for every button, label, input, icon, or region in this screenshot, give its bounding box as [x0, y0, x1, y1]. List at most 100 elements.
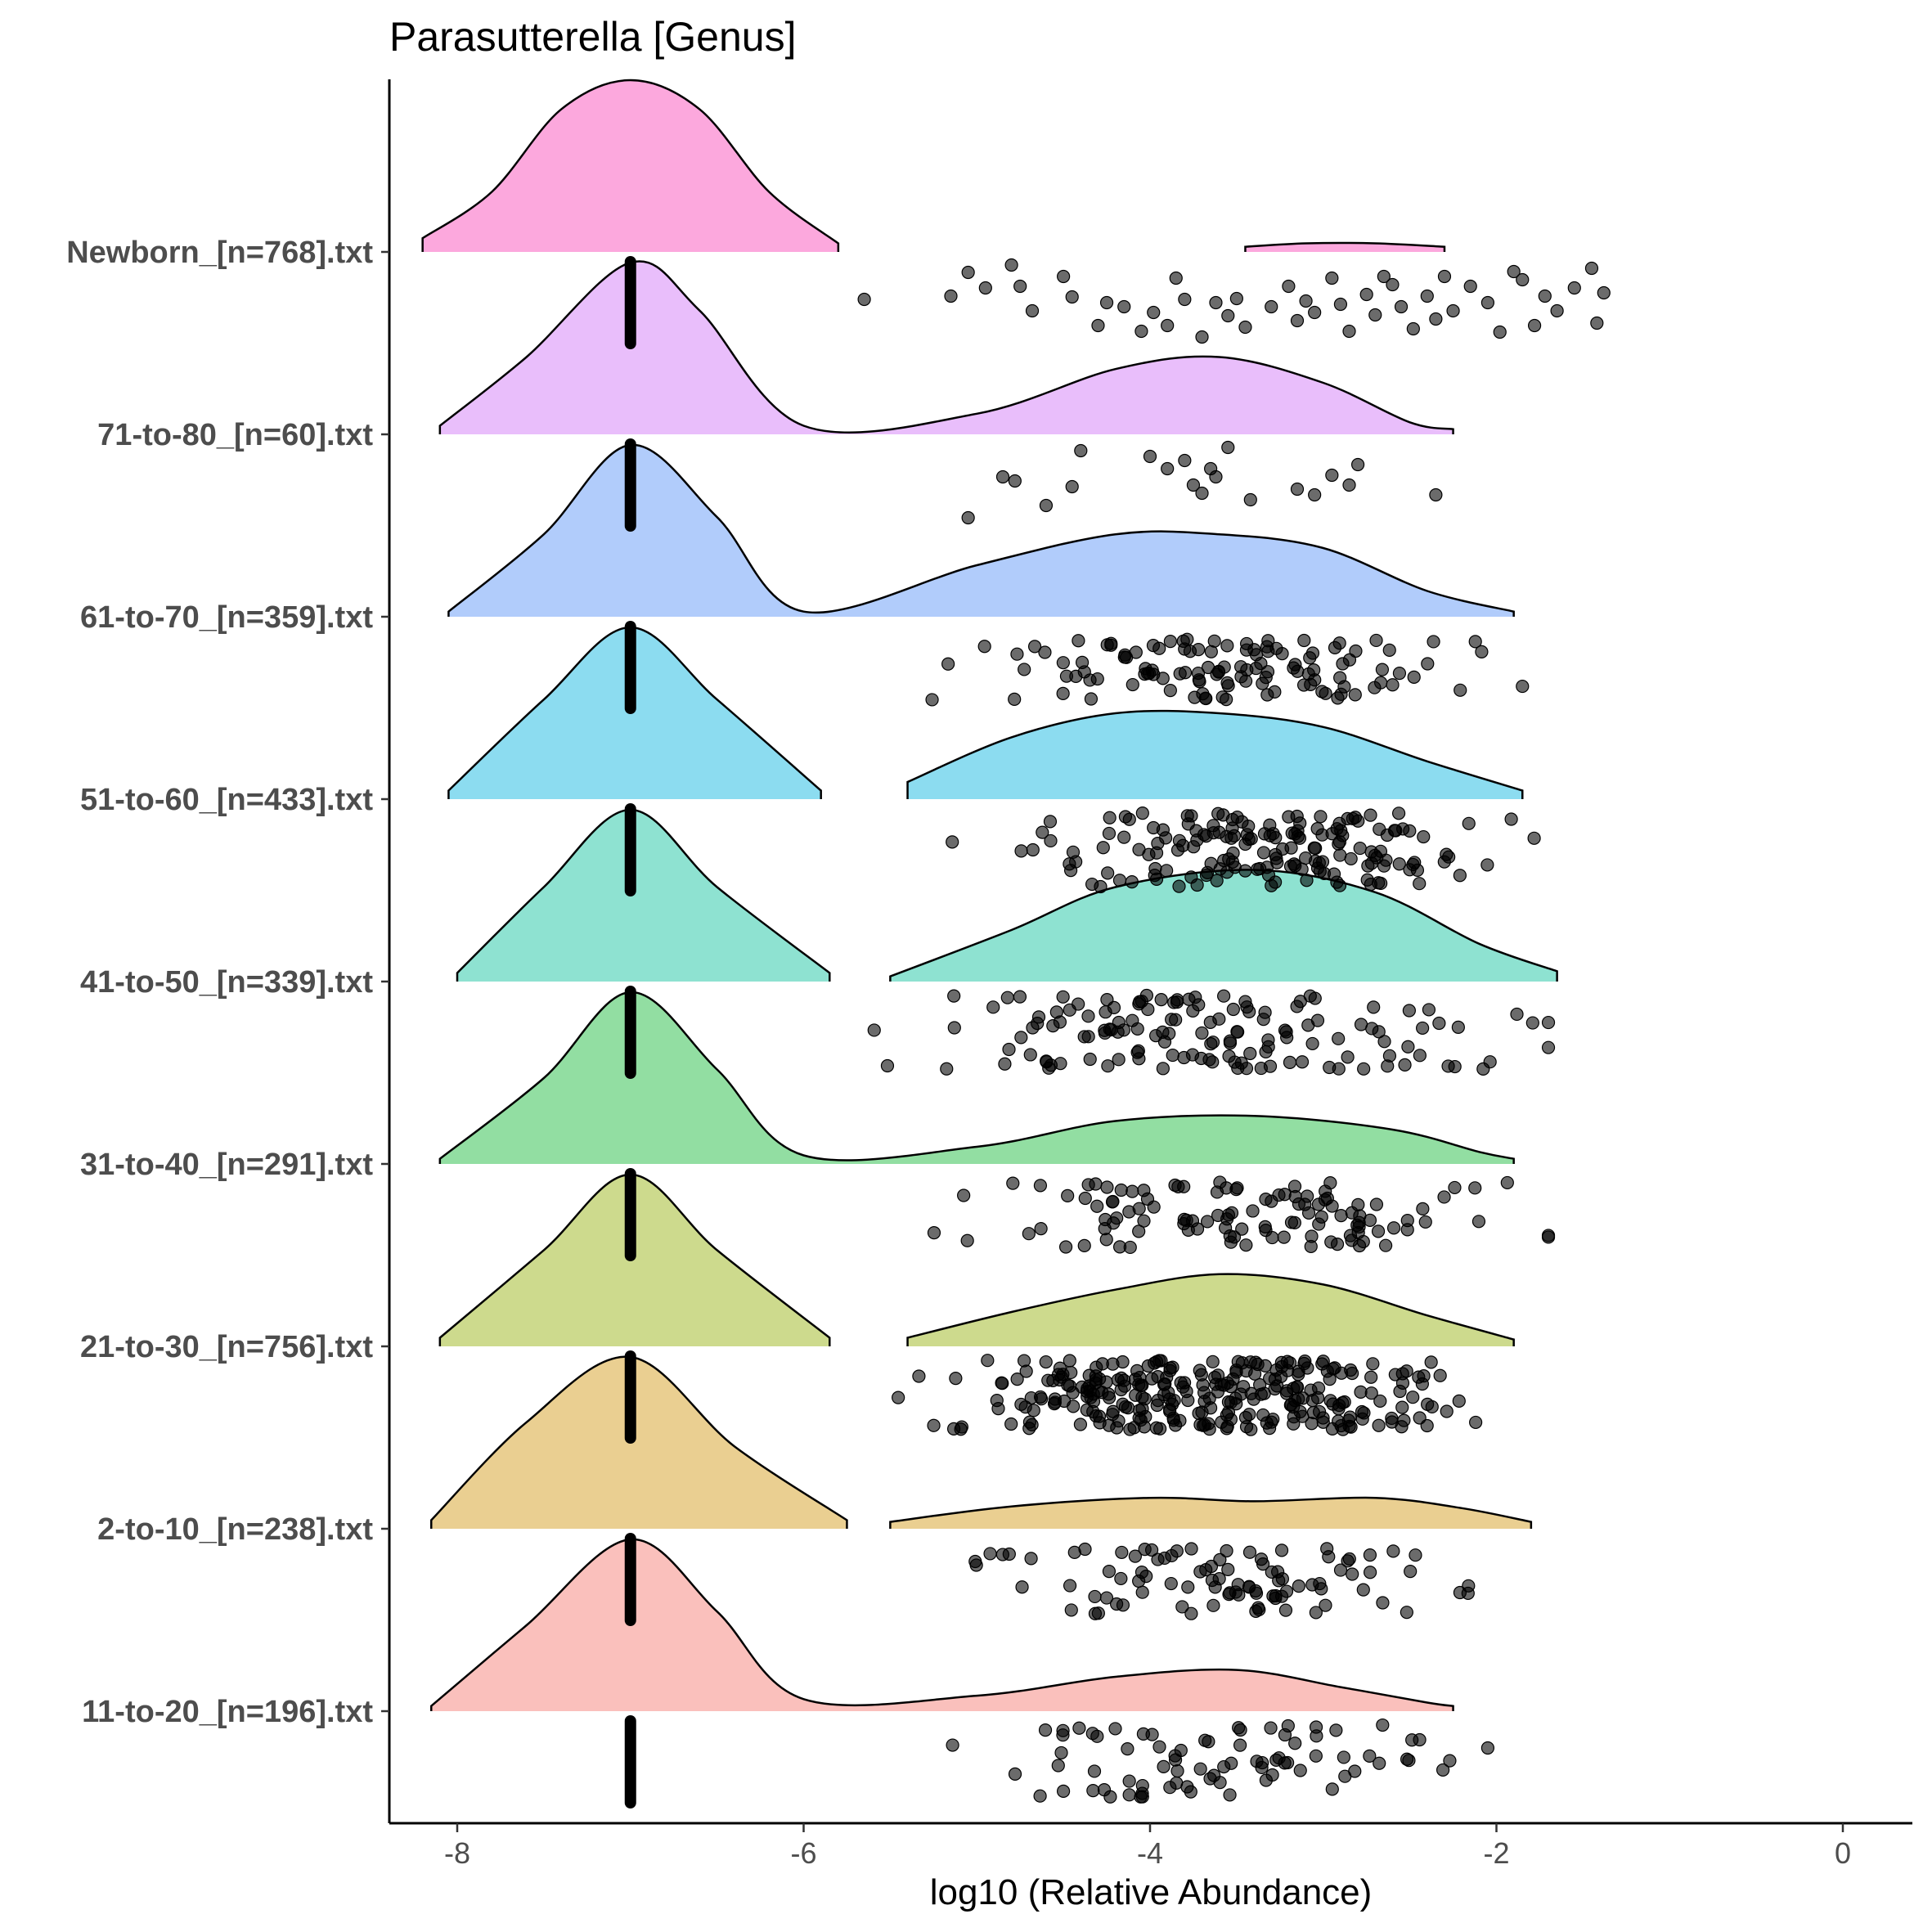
data-point	[1260, 688, 1274, 702]
data-point	[925, 693, 939, 707]
data-point	[1298, 1197, 1312, 1211]
data-point	[1211, 665, 1226, 679]
data-point	[1033, 1179, 1048, 1193]
data-point	[1373, 1394, 1387, 1409]
data-point	[1090, 1199, 1104, 1213]
data-point	[1333, 848, 1347, 862]
data-point	[995, 1376, 1009, 1390]
data-point	[1111, 1373, 1125, 1387]
data-point	[1182, 992, 1196, 1006]
data-point	[1371, 1224, 1386, 1238]
data-point	[1346, 1567, 1359, 1581]
data-point	[1584, 261, 1599, 276]
data-point	[1136, 1727, 1151, 1741]
data-point	[1271, 1565, 1285, 1579]
data-point	[1332, 878, 1347, 892]
data-point	[1437, 1190, 1451, 1204]
data-point	[1167, 995, 1181, 1009]
data-point	[1135, 1391, 1149, 1404]
data-point	[1036, 825, 1049, 839]
data-point	[1128, 1549, 1142, 1563]
data-point	[1366, 1357, 1380, 1371]
data-point	[1058, 1240, 1073, 1254]
data-point	[1230, 1025, 1244, 1039]
data-point	[1178, 453, 1192, 468]
data-point	[1103, 1022, 1117, 1036]
data-point	[1507, 264, 1521, 279]
data-point	[1364, 1566, 1377, 1579]
data-point	[1101, 866, 1115, 880]
data-point	[1229, 291, 1243, 306]
data-point	[1112, 1015, 1126, 1030]
data-point	[1417, 829, 1431, 844]
data-point	[1310, 1729, 1323, 1743]
data-point	[1451, 1020, 1465, 1035]
data-point	[1135, 806, 1149, 820]
data-point	[954, 1422, 968, 1436]
data-point	[1265, 1768, 1279, 1782]
data-point	[1116, 1355, 1130, 1369]
data-point	[1051, 1759, 1065, 1772]
data-point	[1292, 1579, 1305, 1593]
data-point	[1064, 1603, 1078, 1617]
data-point	[946, 1738, 959, 1752]
data-point	[1086, 1387, 1100, 1401]
y-tick-label: 21-to-30_[n=756].txt	[80, 1330, 373, 1364]
data-point	[1309, 1749, 1323, 1763]
data-point	[1272, 1751, 1286, 1765]
data-point	[1114, 1571, 1128, 1586]
data-point	[1209, 295, 1223, 310]
data-point	[1293, 995, 1307, 1009]
data-point	[1400, 1606, 1413, 1620]
y-tick-label: Newborn_[n=768].txt	[66, 236, 373, 270]
data-point	[1154, 993, 1168, 1007]
data-point	[1063, 1379, 1077, 1393]
data-point	[983, 1547, 997, 1561]
data-point	[1341, 811, 1355, 825]
data-point	[1416, 1021, 1430, 1036]
data-point	[1088, 1606, 1103, 1620]
data-point	[1409, 1548, 1422, 1562]
y-tick-label: 11-to-20_[n=196].txt	[82, 1695, 373, 1729]
data-point	[1259, 1223, 1273, 1238]
data-point	[1332, 1414, 1346, 1428]
data-point	[1341, 1050, 1355, 1064]
data-point	[1035, 1392, 1049, 1406]
data-point	[1352, 1220, 1366, 1234]
data-point	[1195, 1026, 1209, 1040]
data-point	[1170, 843, 1185, 857]
data-point	[1307, 841, 1321, 855]
data-point	[1242, 1408, 1256, 1422]
data-point	[1280, 1384, 1294, 1398]
data-point	[1220, 1422, 1233, 1436]
data-point	[1152, 1740, 1166, 1754]
y-tick-label: 71-to-80_[n=60].txt	[97, 418, 373, 452]
data-point	[946, 835, 959, 849]
data-point	[1420, 1418, 1434, 1433]
data-point	[1102, 1391, 1117, 1404]
data-point	[1067, 1400, 1081, 1413]
data-point	[1471, 1215, 1486, 1229]
data-point	[1453, 869, 1467, 883]
data-point	[1220, 1212, 1234, 1226]
data-point	[1364, 845, 1378, 859]
data-point	[1014, 1397, 1028, 1412]
data-point	[1108, 1722, 1122, 1736]
data-point	[1342, 1419, 1356, 1433]
data-point	[1104, 638, 1118, 652]
data-point	[1195, 330, 1209, 344]
data-point	[1418, 1215, 1432, 1229]
data-point	[1186, 478, 1201, 492]
data-point	[1069, 855, 1083, 869]
data-point	[1367, 1000, 1381, 1014]
data-point	[857, 292, 871, 307]
data-point	[1163, 1781, 1177, 1795]
x-axis-label: log10 (Relative Abundance)	[930, 1872, 1373, 1912]
data-point	[1083, 1052, 1097, 1067]
data-point	[969, 1558, 983, 1572]
data-point	[1112, 1053, 1126, 1067]
data-point	[1400, 1752, 1414, 1766]
data-point	[1194, 1051, 1208, 1066]
data-point	[1010, 647, 1024, 661]
